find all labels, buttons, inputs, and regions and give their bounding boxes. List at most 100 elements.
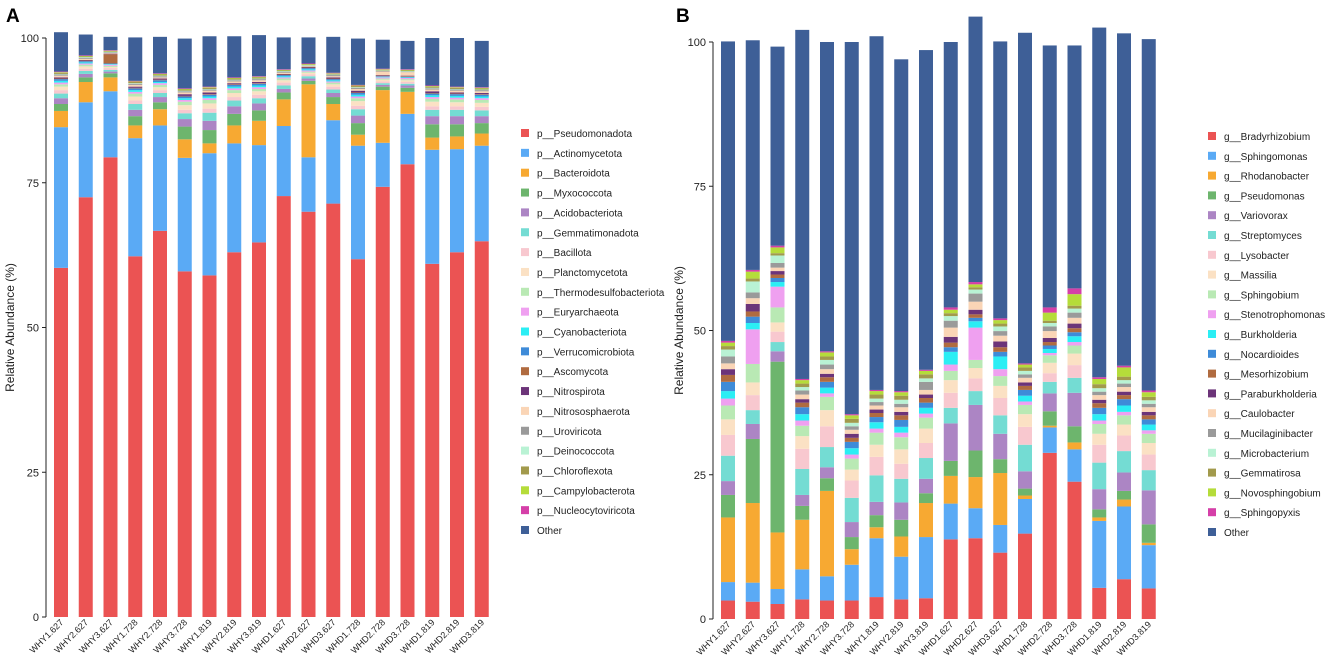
bar-segment — [1067, 308, 1082, 313]
bar-segment — [844, 522, 859, 538]
bar-segment — [869, 417, 884, 423]
bar-segment — [78, 58, 93, 61]
legend-label: g__Stenotrophomonas — [1224, 310, 1325, 321]
bar-segment — [1018, 377, 1032, 383]
bar-segment — [943, 336, 958, 343]
bar-segment — [1018, 363, 1032, 365]
bar-segment — [301, 68, 316, 70]
bar-segment — [844, 437, 859, 442]
bar-segment — [351, 92, 365, 94]
bar-segment — [770, 277, 785, 283]
bar-segment — [1117, 435, 1131, 452]
bar-segment — [745, 292, 760, 299]
bar-segment — [202, 87, 217, 89]
bar-segment — [227, 125, 242, 144]
bar-segment — [869, 597, 884, 619]
bar-segment — [1141, 424, 1156, 431]
bar-segment — [1092, 388, 1107, 392]
legend-label: g__Nocardioides — [1224, 350, 1299, 361]
bar-segment — [276, 71, 291, 72]
bar-segment — [400, 91, 415, 114]
bar-segment — [844, 414, 859, 416]
bar-segment — [54, 80, 68, 83]
legend-swatch — [1208, 468, 1216, 477]
bar-segment — [919, 389, 933, 395]
bar-segment — [54, 90, 68, 94]
bar-segment — [153, 78, 167, 80]
bar-segment — [869, 444, 884, 457]
legend-swatch — [521, 327, 529, 336]
bar-segment — [844, 418, 859, 423]
bar-stack-WHD1.728 — [351, 38, 365, 617]
bar-segment — [1117, 451, 1131, 473]
bar-segment — [400, 83, 415, 86]
bar-segment — [993, 415, 1008, 434]
bar-segment — [894, 502, 909, 520]
bar-segment — [993, 320, 1008, 324]
bar-segment — [1092, 378, 1107, 385]
bar-segment — [375, 79, 390, 82]
bar-segment — [943, 364, 958, 371]
bar-segment — [177, 99, 192, 102]
bar-segment — [400, 77, 415, 80]
bar-segment — [202, 86, 217, 88]
bar-segment — [54, 127, 68, 268]
bar-segment — [1092, 377, 1107, 379]
bar-segment — [202, 143, 217, 154]
legend: g__Bradyrhizobium g__Sphingomonas g__Rhoda… — [1208, 132, 1325, 539]
bar-segment — [745, 278, 760, 282]
bar-segment — [425, 98, 440, 102]
bar-segment — [276, 37, 291, 70]
bar-segment — [968, 309, 983, 315]
bar-segment — [450, 149, 464, 253]
bar-segment — [1092, 433, 1107, 445]
bar-segment — [153, 87, 167, 91]
bar-segment — [450, 38, 464, 87]
bar-segment — [993, 351, 1008, 357]
bar-segment — [351, 93, 365, 95]
bar-segment — [351, 87, 365, 88]
bar-segment — [869, 394, 884, 399]
bar-segment — [450, 87, 464, 89]
bar-segment — [894, 449, 909, 464]
bar-segment — [375, 77, 390, 79]
bar-segment — [227, 93, 242, 98]
bar-segment — [1141, 392, 1156, 397]
legend-label: p__Thermodesulfobacteriota — [537, 288, 665, 299]
bar-segment — [993, 41, 1008, 319]
bar-segment — [202, 92, 217, 95]
bar-segment — [78, 82, 93, 103]
bar-segment — [375, 76, 390, 78]
bar-segment — [450, 106, 464, 110]
bar-segment — [202, 153, 217, 276]
bar-segment — [894, 519, 909, 537]
bar-segment — [252, 76, 266, 77]
bar-segment — [919, 378, 933, 382]
bar-segment — [425, 93, 440, 96]
bar-segment — [177, 91, 192, 93]
bar-segment — [326, 97, 341, 105]
bar-segment — [894, 432, 909, 438]
bar-segment — [894, 392, 909, 396]
bar-segment — [919, 369, 933, 371]
bar-segment — [400, 77, 415, 78]
bar-stack-WHY3.627 — [103, 36, 118, 618]
bar-segment — [993, 459, 1008, 474]
bar-segment — [745, 395, 760, 411]
legend-label: p__Planctomycetota — [537, 268, 628, 279]
bar-segment — [474, 88, 489, 90]
bar-segment — [844, 433, 859, 438]
bar-stack-WHY3.728 — [844, 42, 859, 619]
bar-segment — [919, 402, 933, 408]
bar-segment — [425, 86, 440, 87]
bar-segment — [153, 97, 167, 103]
bar-segment — [474, 89, 489, 91]
bar-segment — [425, 88, 440, 90]
legend-swatch — [1208, 270, 1216, 279]
bar-segment — [153, 73, 167, 75]
bar-segment — [894, 391, 909, 393]
bar-segment — [919, 50, 933, 370]
bar-segment — [227, 79, 242, 81]
bar-segment — [1042, 411, 1057, 426]
bar-segment — [844, 415, 859, 419]
